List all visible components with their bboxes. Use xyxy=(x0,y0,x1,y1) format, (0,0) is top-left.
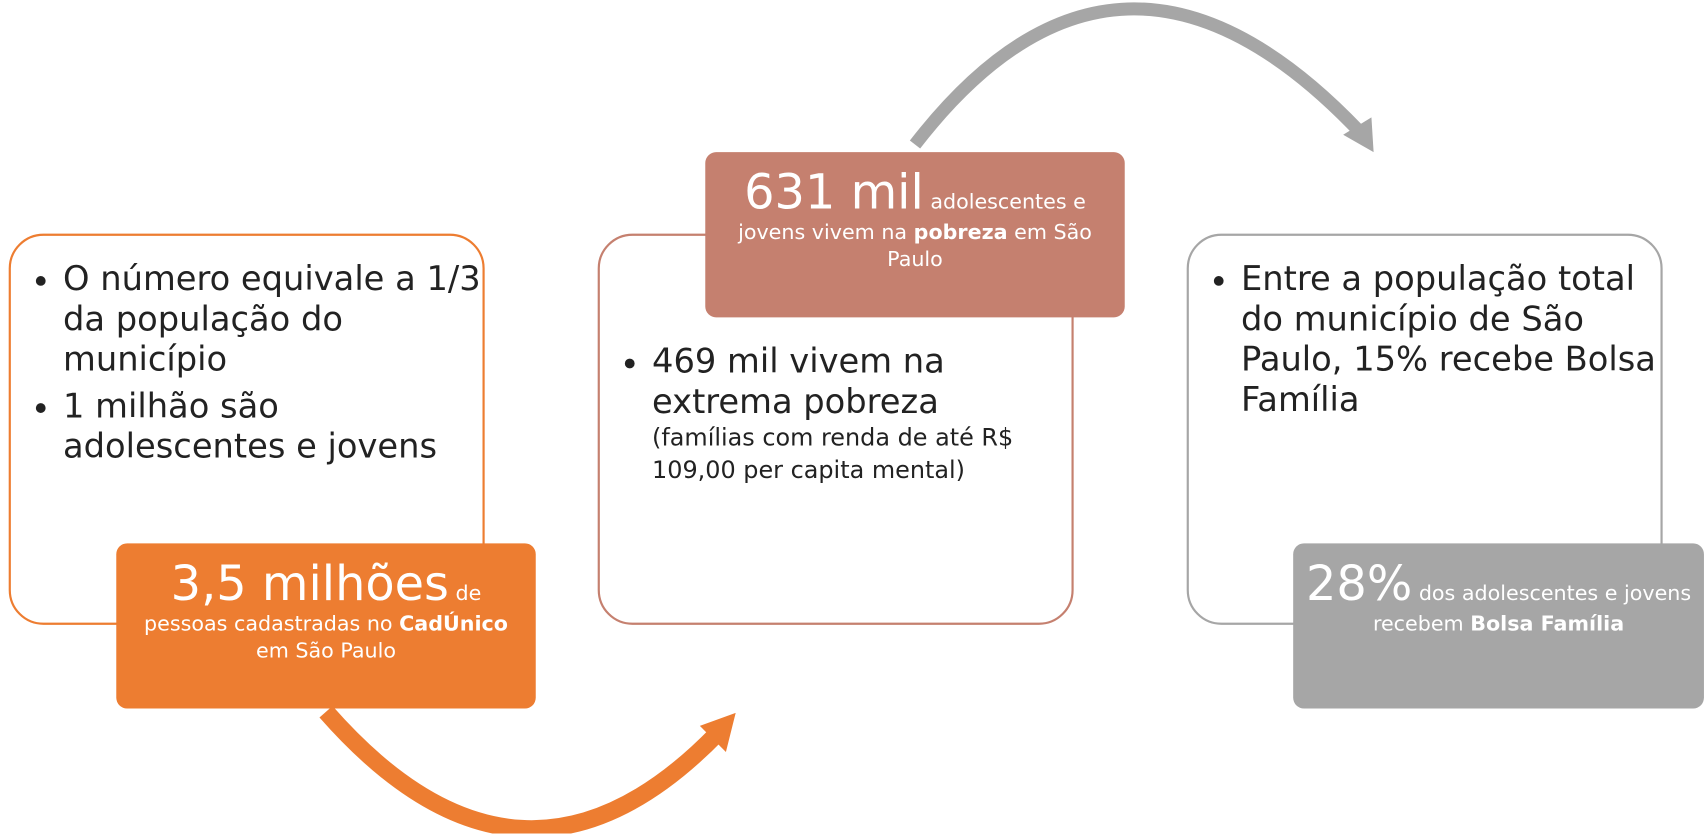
callout-text: de pessoas cadastradas no xyxy=(144,581,482,636)
callout-text: em São Paulo xyxy=(256,638,397,663)
callout-bold: CadÚnico xyxy=(399,611,508,636)
callout-big: 3,5 milhões xyxy=(170,556,449,612)
callout-text: adolescentes e jovens vivem na xyxy=(738,190,1086,245)
bullet-list: Entre a população total do município de … xyxy=(1189,260,1661,421)
arrowhead-grey xyxy=(1343,117,1374,153)
arrowhead-orange xyxy=(699,712,736,752)
bullet-text: 469 mil vivem na extrema pobreza xyxy=(652,342,945,422)
callout: 3,5 milhões de pessoas cadastradas no Ca… xyxy=(116,543,536,709)
callout-bold: pobreza xyxy=(913,220,1008,245)
callout-big: 28% xyxy=(1305,556,1413,612)
arrow-orange xyxy=(319,706,724,834)
bullet-note: (famílias com renda de até R$ 109,00 per… xyxy=(652,424,1014,485)
bullet: Entre a população total do município de … xyxy=(1241,260,1660,421)
bullet: 1 milhão são adolescentes e jovens xyxy=(63,387,482,467)
callout-big: 631 mil xyxy=(744,165,924,221)
bullet-list: O número equivale a 1/3 da população do … xyxy=(11,260,483,468)
callout-bold: Bolsa Família xyxy=(1470,611,1625,636)
callout: 631 mil adolescentes e jovens vivem na p… xyxy=(705,152,1125,318)
callout-text: dos adolescentes e jovens recebem xyxy=(1372,581,1692,636)
arrow-grey xyxy=(909,2,1364,149)
callout-text: em São Paulo xyxy=(887,220,1092,272)
bullet-list: 469 mil vivem na extrema pobreza (famíli… xyxy=(600,342,1072,488)
bullet: O número equivale a 1/3 da população do … xyxy=(63,260,482,381)
callout: 28% dos adolescentes e jovens recebem Bo… xyxy=(1293,543,1704,709)
bullet: 469 mil vivem na extrema pobreza (famíli… xyxy=(652,342,1071,488)
